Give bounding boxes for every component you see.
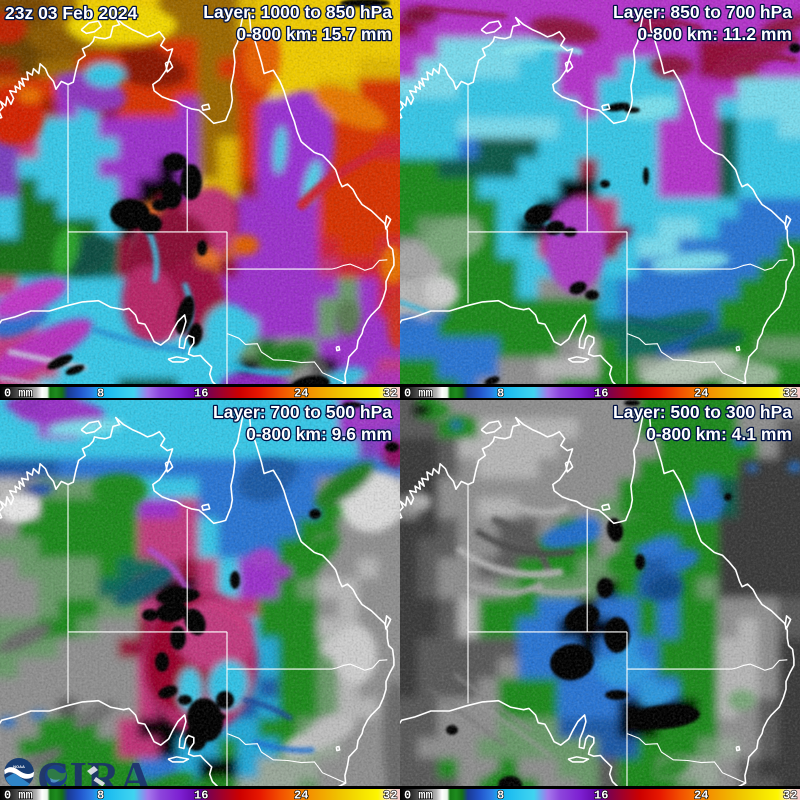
- svg-text:NOAA: NOAA: [13, 764, 25, 769]
- svg-text:32: 32: [383, 387, 397, 401]
- svg-text:8: 8: [97, 387, 104, 401]
- svg-text:24: 24: [694, 789, 708, 800]
- svg-text:Layer: 500 to 300 hPa: Layer: 500 to 300 hPa: [613, 402, 792, 422]
- svg-text:32: 32: [783, 387, 797, 401]
- svg-text:0-800 km: 9.6 mm: 0-800 km: 9.6 mm: [246, 424, 392, 444]
- svg-text:0 mm: 0 mm: [4, 789, 33, 800]
- svg-text:8: 8: [97, 789, 104, 800]
- svg-text:32: 32: [783, 789, 797, 800]
- svg-text:16: 16: [194, 789, 208, 800]
- svg-text:16: 16: [594, 789, 608, 800]
- svg-text:8: 8: [497, 387, 504, 401]
- svg-text:24: 24: [294, 387, 308, 401]
- svg-text:Layer: 850 to 700 hPa: Layer: 850 to 700 hPa: [613, 2, 792, 22]
- svg-text:16: 16: [194, 387, 208, 401]
- svg-text:8: 8: [497, 789, 504, 800]
- svg-text:32: 32: [383, 789, 397, 800]
- svg-text:24: 24: [294, 789, 308, 800]
- svg-text:0 mm: 0 mm: [404, 387, 433, 401]
- svg-text:0-800 km: 4.1 mm: 0-800 km: 4.1 mm: [646, 424, 792, 444]
- svg-text:23z 03 Feb 2024: 23z 03 Feb 2024: [5, 3, 138, 23]
- svg-text:Layer: 700 to 500 hPa: Layer: 700 to 500 hPa: [213, 402, 392, 422]
- svg-text:0 mm: 0 mm: [404, 789, 433, 800]
- svg-text:24: 24: [694, 387, 708, 401]
- svg-text:Layer: 1000 to 850 hPa: Layer: 1000 to 850 hPa: [203, 2, 392, 22]
- svg-text:0 mm: 0 mm: [4, 387, 33, 401]
- svg-text:0-800 km: 15.7 mm: 0-800 km: 15.7 mm: [236, 24, 392, 44]
- svg-text:16: 16: [594, 387, 608, 401]
- svg-text:0-800 km: 11.2 mm: 0-800 km: 11.2 mm: [637, 24, 792, 44]
